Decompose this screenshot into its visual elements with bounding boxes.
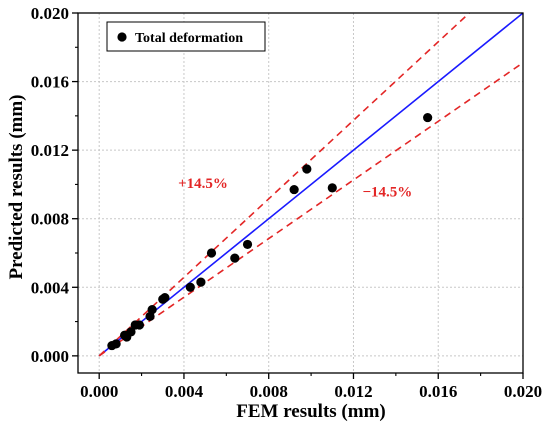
x-tick-label: 0.012 (334, 382, 372, 401)
annotation-plus: +14.5% (178, 176, 228, 192)
annotation-minus: −14.5% (362, 184, 412, 200)
plot-frame (77, 12, 524, 374)
reference-line-1-to-1 (98, 12, 524, 357)
data-point (185, 282, 195, 292)
y-tick-label: 0.020 (31, 4, 69, 23)
reference-line-minus-14-5 (98, 62, 524, 357)
data-point (111, 339, 121, 349)
plot-border (77, 12, 524, 374)
legend: Total deformation (106, 21, 266, 52)
data-point (242, 239, 253, 250)
reference-lines (98, 12, 524, 357)
data-point (230, 253, 240, 263)
y-tick-label: 0.004 (31, 278, 70, 297)
data-points (107, 112, 433, 351)
legend-label: Total deformation (135, 31, 243, 46)
x-tick-label: 0.000 (80, 382, 118, 401)
data-point (134, 320, 145, 330)
y-tick-label: 0.012 (31, 141, 69, 160)
x-tick-label: 0.020 (504, 382, 542, 401)
legend-marker (117, 32, 127, 42)
data-point (289, 184, 299, 195)
x-tick-label: 0.016 (419, 382, 457, 401)
data-point (160, 292, 170, 303)
data-point (206, 248, 217, 258)
x-tick-label: 0.004 (165, 382, 204, 401)
x-axis-title: FEM results (mm) (236, 401, 386, 422)
data-point (196, 277, 206, 287)
axis-ticks: 0.000 0.004 0.008 0.012 0.016 0.020 0.000 0.004… (31, 4, 542, 401)
y-axis-title: Predicted results (mm) (6, 94, 27, 279)
y-tick-label: 0.008 (31, 210, 69, 229)
reference-line-plus-14-5 (98, 12, 470, 357)
data-point (126, 327, 136, 337)
legend-box (106, 21, 266, 52)
data-point (302, 164, 312, 174)
y-tick-label: 0.016 (31, 73, 69, 92)
data-point (147, 304, 157, 315)
x-tick-label: 0.008 (250, 382, 288, 401)
data-point (423, 112, 433, 123)
y-tick-label: 0.000 (31, 347, 69, 366)
data-point (327, 183, 337, 193)
